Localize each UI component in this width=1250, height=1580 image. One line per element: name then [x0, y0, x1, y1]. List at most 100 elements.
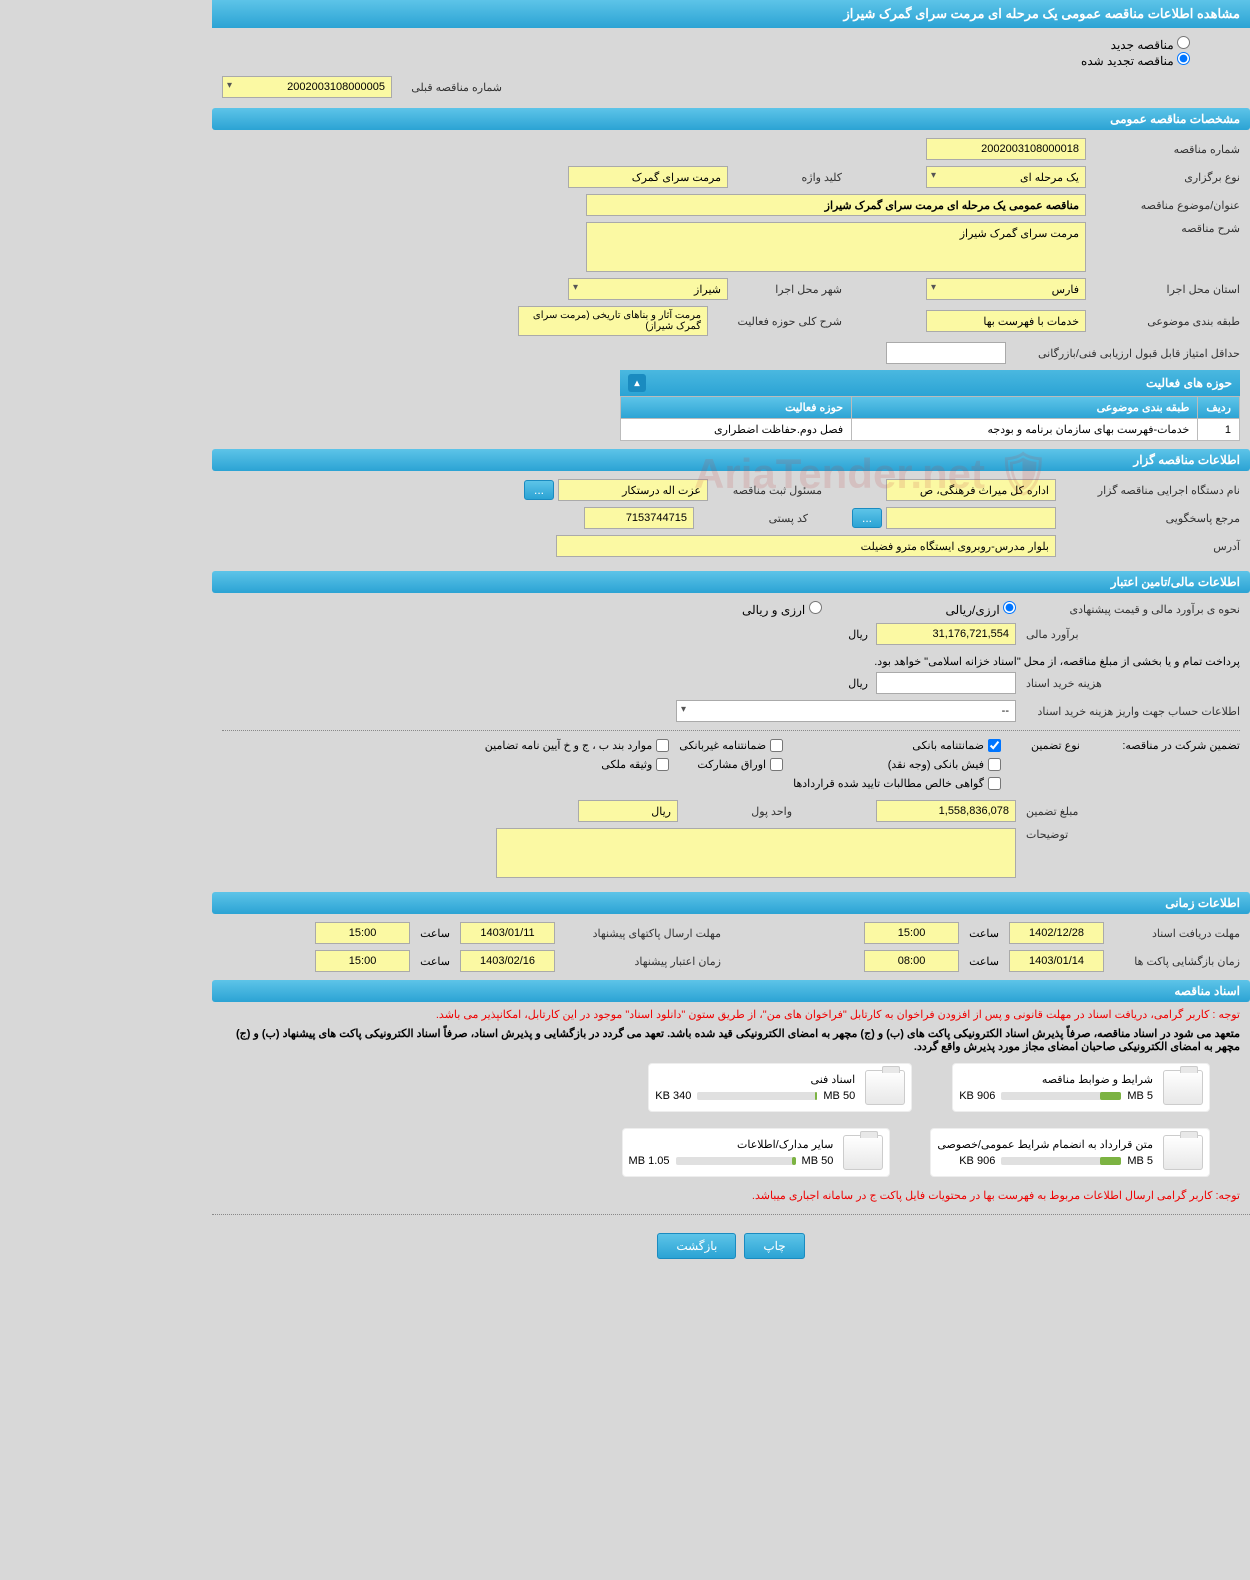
progress-bar — [697, 1092, 817, 1100]
guarantee-label: تضمین شرکت در مناقصه: — [1090, 739, 1240, 752]
responder-label: مرجع پاسخگویی — [1060, 512, 1240, 525]
packet-send-date[interactable]: 1403/01/11 — [460, 922, 555, 944]
city-label: شهر محل اجرا — [732, 283, 842, 296]
file-max: 5 MB — [1127, 1090, 1153, 1102]
col-category: طبقه بندی موضوعی — [852, 397, 1198, 419]
back-button[interactable]: بازگشت — [657, 1233, 736, 1259]
account-select[interactable]: -- — [676, 700, 1016, 722]
lookup-button[interactable]: ... — [524, 480, 554, 500]
radio-new-label: مناقصه جدید — [1111, 38, 1174, 52]
guarantee-amount-field[interactable]: 1,558,836,078 — [876, 800, 1016, 822]
file-item[interactable]: متن قرارداد به انضمام شرایط عمومی/خصوصی … — [930, 1128, 1210, 1177]
doc-deadline-time[interactable]: 15:00 — [864, 922, 959, 944]
opt-both[interactable]: ارزی و ریالی — [742, 601, 822, 617]
opt2-label: ارزی و ریالی — [742, 603, 805, 617]
doc-deadline-date[interactable]: 1402/12/28 — [1009, 922, 1104, 944]
cb-bank[interactable]: ضمانتنامه بانکی — [793, 739, 1001, 752]
hour-label: ساعت — [416, 927, 454, 940]
notes-label: توضیحات — [1020, 828, 1240, 841]
account-label: اطلاعات حساب جهت واریز هزینه خرید اسناد — [1020, 705, 1240, 718]
cb-cert[interactable]: گواهی خالص مطالبات تایید شده قراردادها — [793, 777, 1001, 790]
file-item[interactable]: شرایط و ضوابط مناقصه 5 MB 906 KB — [952, 1063, 1210, 1112]
opt-rial[interactable]: ارزی/ریالی — [946, 601, 1016, 617]
keyword-field[interactable]: مرمت سرای گمرک — [568, 166, 728, 188]
org-name-field: اداره کل میراث فرهنگی، ص — [886, 479, 1056, 501]
folder-icon — [843, 1135, 883, 1170]
cb-label: ضمانتنامه بانکی — [912, 739, 984, 752]
file-item[interactable]: اسناد فنی 50 MB 340 KB — [648, 1063, 912, 1112]
min-score-field[interactable] — [886, 342, 1006, 364]
cb-bonds[interactable]: اوراق مشارکت — [679, 758, 783, 771]
file-max: 50 MB — [802, 1155, 834, 1167]
cb-label: موارد بند ب ، ج و خ آیین نامه تضامین — [485, 739, 652, 752]
postal-field[interactable]: 7153744715 — [584, 507, 694, 529]
scope-field: مرمت آثار و بناهای تاریخی (مرمت سرای گمر… — [518, 306, 708, 336]
collapse-icon[interactable]: ▴ — [628, 374, 646, 392]
cb-label: وثیقه ملکی — [601, 758, 652, 771]
estimate-label: نحوه ی برآورد مالی و قیمت پیشنهادی — [1020, 603, 1240, 616]
type-label: نوع برگزاری — [1090, 171, 1240, 184]
hour-label: ساعت — [965, 955, 1003, 968]
cb-nonbank[interactable]: ضمانتنامه غیربانکی — [679, 739, 783, 752]
col-row: ردیف — [1198, 397, 1240, 419]
hour-label: ساعت — [965, 927, 1003, 940]
folder-icon — [1163, 1070, 1203, 1105]
category-field: خدمات با فهرست بها — [926, 310, 1086, 332]
province-label: استان محل اجرا — [1090, 283, 1240, 296]
validity-time[interactable]: 15:00 — [315, 950, 410, 972]
title-label: عنوان/موضوع مناقصه — [1090, 199, 1240, 212]
file-name: شرایط و ضوابط مناقصه — [959, 1073, 1153, 1086]
section-docs: اسناد مناقصه — [212, 980, 1250, 1002]
cb-property[interactable]: وثیقه ملکی — [485, 758, 669, 771]
responder-field[interactable] — [886, 507, 1056, 529]
file-max: 5 MB — [1127, 1155, 1153, 1167]
prev-number-label: شماره مناقصه قبلی — [392, 81, 502, 94]
doc-cost-field[interactable] — [876, 672, 1016, 694]
desc-field[interactable]: مرمت سرای گمرک شیراز — [586, 222, 1086, 272]
file-item[interactable]: سایر مدارک/اطلاعات 50 MB 1.05 MB — [622, 1128, 891, 1177]
progress-bar — [676, 1157, 796, 1165]
file-size: 340 KB — [655, 1090, 691, 1102]
file-name: سایر مدارک/اطلاعات — [629, 1138, 834, 1151]
cb-cash[interactable]: فیش بانکی (وجه نقد) — [793, 758, 1001, 771]
address-field[interactable]: بلوار مدرس-روبروی ایستگاه مترو فضیلت — [556, 535, 1056, 557]
validity-label: زمان اعتبار پیشنهاد — [561, 955, 721, 968]
province-field[interactable]: فارس — [926, 278, 1086, 300]
divider — [212, 1214, 1250, 1215]
type-field[interactable]: یک مرحله ای — [926, 166, 1086, 188]
cb-reg[interactable]: موارد بند ب ، ج و خ آیین نامه تضامین — [485, 739, 669, 752]
section-general: مشخصات مناقصه عمومی — [212, 108, 1250, 130]
amount-field[interactable]: 31,176,721,554 — [876, 623, 1016, 645]
lookup-button[interactable]: ... — [852, 508, 882, 528]
currency-field: ریال — [578, 800, 678, 822]
doc-deadline-label: مهلت دریافت اسناد — [1110, 927, 1240, 940]
opening-date[interactable]: 1403/01/14 — [1009, 950, 1104, 972]
unit-label: ریال — [844, 628, 872, 641]
packet-send-label: مهلت ارسال پاکتهای پیشنهاد — [561, 927, 721, 940]
cb-label: ضمانتنامه غیربانکی — [679, 739, 766, 752]
opening-time[interactable]: 08:00 — [864, 950, 959, 972]
org-name-label: نام دستگاه اجرایی مناقصه گزار — [1060, 484, 1240, 497]
amount-label: برآورد مالی — [1020, 628, 1240, 641]
city-field[interactable]: شیراز — [568, 278, 728, 300]
file-size: 1.05 MB — [629, 1155, 670, 1167]
opt1-label: ارزی/ریالی — [946, 603, 1000, 617]
guarantee-type-label: نوع تضمین — [1031, 739, 1080, 752]
print-button[interactable]: چاپ — [744, 1233, 804, 1259]
cell: خدمات-فهرست بهای سازمان برنامه و بودجه — [852, 419, 1198, 441]
section-financial: اطلاعات مالی/تامین اعتبار — [212, 571, 1250, 593]
radio-renewed[interactable]: مناقصه تجدید شده — [1081, 54, 1190, 68]
prev-number-field[interactable]: 2002003108000005 — [222, 76, 392, 98]
validity-date[interactable]: 1403/02/16 — [460, 950, 555, 972]
cb-label: گواهی خالص مطالبات تایید شده قراردادها — [793, 777, 984, 790]
col-activity: حوزه فعالیت — [621, 397, 852, 419]
packet-send-time[interactable]: 15:00 — [315, 922, 410, 944]
section-time: اطلاعات زمانی — [212, 892, 1250, 914]
category-label: طبقه بندی موضوعی — [1090, 315, 1240, 328]
divider — [222, 730, 1240, 731]
activity-table: ردیف طبقه بندی موضوعی حوزه فعالیت 1 خدما… — [620, 396, 1240, 441]
treasury-note: پرداخت تمام و یا بخشی از مبلغ مناقصه، از… — [222, 651, 1240, 672]
radio-new[interactable]: مناقصه جدید — [1111, 38, 1190, 52]
registrar-field: عزت اله درستکار — [558, 479, 708, 501]
notes-field[interactable] — [496, 828, 1016, 878]
